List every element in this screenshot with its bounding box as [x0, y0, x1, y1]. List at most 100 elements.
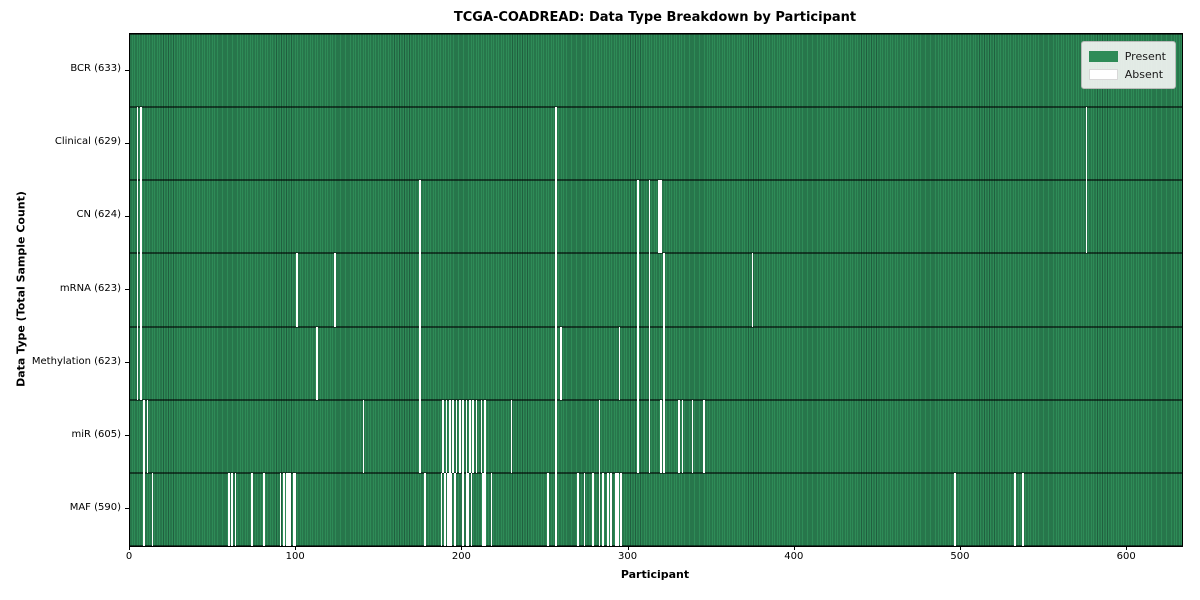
absent-stripe [648, 326, 651, 400]
absent-stripe [445, 399, 448, 473]
absent-stripe [139, 180, 142, 254]
x-tick-mark [627, 546, 629, 550]
absent-stripe [282, 472, 285, 546]
legend-item-present: Present [1088, 47, 1166, 65]
x-tick-label: 300 [618, 551, 638, 562]
absent-stripe [316, 326, 318, 400]
chart-title: TCGA-COADREAD: Data Type Breakdown by Pa… [453, 10, 857, 25]
datatype-row-mrna [130, 253, 1182, 327]
absent-stripe [691, 399, 694, 473]
datatype-row-cn [130, 180, 1182, 254]
absent-stripe [648, 399, 651, 473]
absent-stripe [462, 472, 465, 546]
x-tick-label: 500 [950, 551, 970, 562]
absent-stripe [510, 399, 513, 473]
absent-stripe [592, 472, 594, 546]
absent-stripe [636, 326, 639, 400]
absent-stripe [555, 180, 558, 254]
absent-stripe [555, 326, 558, 400]
absent-stripe [136, 107, 139, 181]
y-tick-label-clinical: Clinical (629) [54, 136, 121, 148]
x-axis-label: Participant [620, 568, 690, 581]
absent-stripe [292, 472, 295, 546]
y-tick-label-bcr: BCR (633) [70, 63, 121, 75]
legend-absent-swatch [1088, 68, 1118, 80]
y-tick-mark [125, 289, 129, 290]
absent-stripe [289, 472, 292, 546]
absent-stripe [151, 472, 154, 546]
absent-stripe [146, 399, 149, 473]
datatype-row-maf [130, 472, 1182, 546]
x-tick-label: 600 [1116, 551, 1136, 562]
datatype-row-bcr [130, 34, 1182, 108]
absent-stripe [678, 399, 681, 473]
x-tick-mark [129, 546, 130, 550]
y-tick-mark [125, 362, 129, 364]
absent-stripe [447, 472, 450, 546]
absent-stripe [455, 399, 458, 473]
absent-stripe [442, 399, 445, 473]
x-tick-label: 100 [285, 551, 305, 562]
absent-stripe [469, 399, 471, 473]
absent-stripe [555, 253, 558, 327]
x-tick-mark [959, 546, 961, 550]
absent-stripe [294, 472, 297, 546]
absent-stripe [279, 472, 282, 546]
y-tick-mark [125, 215, 129, 217]
absent-stripe [480, 399, 483, 473]
absent-stripe [954, 472, 956, 546]
x-tick-mark [461, 546, 463, 550]
x-tick-label: 200 [451, 551, 471, 562]
absent-stripe [136, 253, 139, 327]
absent-stripe [616, 472, 619, 546]
absent-stripe [234, 472, 237, 546]
absent-stripe [143, 472, 145, 546]
absent-stripe [555, 399, 558, 473]
y-tick-label-mrna: mRNA (623) [59, 282, 121, 294]
absent-stripe [1014, 472, 1016, 546]
absent-stripe [1085, 180, 1088, 254]
y-tick-mark [125, 142, 129, 144]
absent-stripe [228, 472, 230, 546]
absent-stripe [751, 253, 754, 327]
absent-stripe [483, 472, 486, 546]
absent-stripe [450, 472, 453, 546]
absent-stripe [440, 472, 443, 546]
absent-stripe [419, 326, 421, 400]
datatype-row-mir [130, 399, 1182, 473]
absent-stripe [454, 472, 456, 546]
y-tick-mark [125, 508, 129, 510]
absent-stripe [444, 472, 446, 546]
absent-stripe [139, 253, 142, 327]
absent-stripe [459, 399, 461, 473]
absent-stripe [681, 399, 684, 473]
absent-stripe [636, 180, 639, 254]
absent-stripe [648, 253, 651, 327]
x-tick-mark [1126, 546, 1128, 550]
x-tick-mark [793, 546, 795, 550]
absent-stripe [560, 326, 563, 400]
legend: Present Absent [1080, 41, 1176, 89]
absent-stripe [555, 107, 558, 181]
absent-stripe [663, 326, 666, 400]
absent-stripe [636, 253, 639, 327]
absent-stripe [598, 399, 601, 473]
absent-stripe [419, 180, 421, 254]
absent-stripe [490, 472, 493, 546]
absent-stripe [251, 472, 253, 546]
absent-stripe [482, 472, 485, 546]
absent-stripe [465, 399, 468, 473]
legend-absent-label: Absent [1124, 67, 1164, 81]
legend-present-label: Present [1124, 49, 1166, 63]
absent-stripe [610, 472, 612, 546]
absent-stripe [615, 472, 617, 546]
datatype-row-methylation [130, 326, 1182, 400]
absent-stripe [419, 253, 421, 327]
absent-stripe [555, 472, 558, 546]
absent-stripe [262, 472, 265, 546]
absent-stripe [449, 399, 451, 473]
absent-stripe [618, 326, 621, 400]
absent-stripe [362, 399, 365, 473]
absent-stripe [465, 472, 468, 546]
absent-stripe [136, 180, 139, 254]
